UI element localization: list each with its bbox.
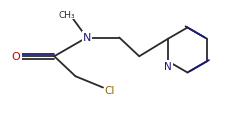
Text: CH₃: CH₃ [58,11,75,20]
Text: Cl: Cl [104,86,115,96]
Text: N: N [82,32,90,42]
Text: N: N [164,61,171,71]
Text: O: O [12,52,20,62]
